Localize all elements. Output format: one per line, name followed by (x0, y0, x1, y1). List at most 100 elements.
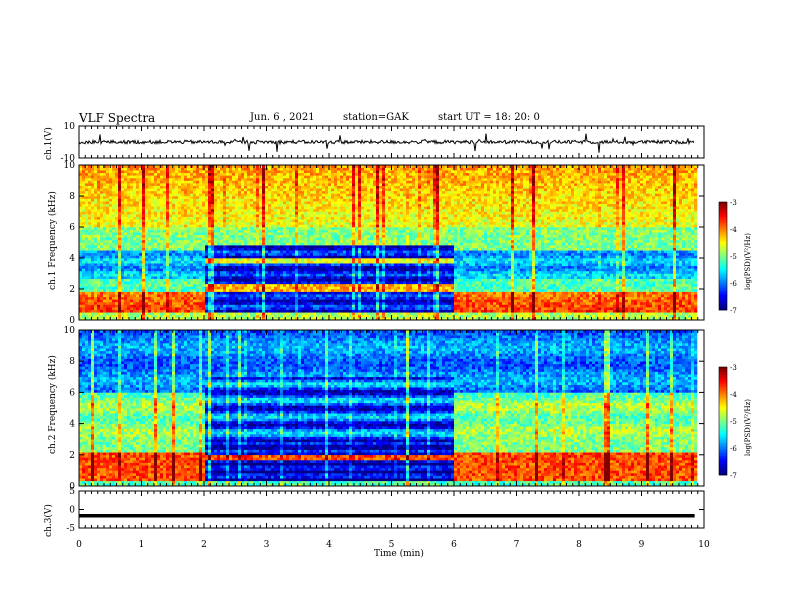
spectrogram-cell (235, 209, 238, 212)
spectrogram-cell (220, 312, 223, 315)
spectrogram-cell (208, 181, 211, 184)
spectrogram-cell (244, 224, 247, 227)
spectrogram-cell (121, 232, 124, 235)
spectrogram-cell (151, 243, 154, 246)
spectrogram-cell (235, 253, 238, 256)
spectrogram-cell (199, 183, 202, 186)
spectrogram-cell (91, 196, 94, 199)
spectrogram-cell (178, 212, 181, 215)
spectrogram-cell (115, 183, 118, 186)
spectrogram-cell (112, 305, 115, 308)
spectrogram-cell (157, 181, 160, 184)
spectrogram-cell (127, 209, 130, 212)
spectrogram-cell (94, 248, 97, 251)
spectrogram-cell (160, 201, 163, 204)
spectrogram-cell (232, 206, 235, 209)
spectrogram-cell (115, 170, 118, 173)
spectrogram-cell (175, 315, 178, 318)
spectrogram-cell (187, 204, 190, 207)
spectrogram-cell (229, 302, 232, 305)
spectrogram-cell (103, 227, 106, 230)
spectrogram-cell (190, 268, 193, 271)
spectrogram-cell (166, 214, 169, 217)
spectrogram-cell (226, 175, 229, 178)
spectrogram-cell (112, 268, 115, 271)
spectrogram-cell (241, 183, 244, 186)
spectrogram-cell (250, 284, 253, 287)
ch1-spectrogram-panel (79, 165, 704, 320)
spectrogram-cell (193, 235, 196, 238)
spectrogram-cell (166, 292, 169, 295)
spectrogram-cell (100, 255, 103, 258)
spectrogram-cell (214, 261, 217, 264)
spectrogram-cell (127, 279, 130, 282)
spectrogram-cell (121, 250, 124, 253)
spectrogram-cell (118, 191, 121, 194)
spectrogram-cell (142, 193, 145, 196)
spectrogram-cell (223, 289, 226, 292)
spectrogram-cell (106, 191, 109, 194)
spectrogram-cell (217, 289, 220, 292)
spectrogram-cell (112, 274, 115, 277)
spectrogram-column (208, 165, 211, 320)
spectrogram-cell (238, 299, 241, 302)
spectrogram-cell (244, 191, 247, 194)
spectrogram-cell (139, 261, 142, 264)
spectrogram-cell (85, 222, 88, 225)
spectrogram-cell (142, 271, 145, 274)
spectrogram-cell (142, 268, 145, 271)
spectrogram-cell (163, 237, 166, 240)
spectrogram-cell (172, 196, 175, 199)
spectrogram-cell (241, 219, 244, 222)
spectrogram-cell (259, 307, 262, 310)
spectrogram-cell (148, 255, 151, 258)
spectrogram-column (94, 165, 97, 320)
spectrogram-cell (241, 263, 244, 266)
spectrogram-cell (112, 227, 115, 230)
spectrogram-cell (85, 183, 88, 186)
spectrogram-cell (82, 217, 85, 220)
spectrogram-cell (106, 274, 109, 277)
spectrogram-cell (232, 294, 235, 297)
spectrogram-cell (157, 201, 160, 204)
spectrogram-cell (217, 224, 220, 227)
spectrogram-cell (169, 245, 172, 248)
spectrogram-column (226, 165, 229, 320)
spectrogram-cell (139, 263, 142, 266)
spectrogram-cell (202, 302, 205, 305)
spectrogram-cell (142, 206, 145, 209)
spectrogram-cell (118, 170, 121, 173)
spectrogram-cell (244, 312, 247, 315)
spectrogram-cell (187, 281, 190, 284)
spectrogram-cell (232, 222, 235, 225)
spectrogram-cell (103, 312, 106, 315)
spectrogram-cell (157, 250, 160, 253)
spectrogram-cell (118, 266, 121, 269)
spectrogram-cell (175, 186, 178, 189)
spectrogram-cell (256, 222, 259, 225)
spectrogram-cell (253, 276, 256, 279)
spectrogram-cell (202, 193, 205, 196)
spectrogram-cell (118, 286, 121, 289)
spectrogram-cell (214, 178, 217, 181)
spectrogram-cell (136, 294, 139, 297)
spectrogram-cell (256, 168, 259, 171)
spectrogram-cell (235, 168, 238, 171)
spectrogram-cell (187, 188, 190, 191)
spectrogram-cell (109, 255, 112, 258)
spectrogram-cell (118, 305, 121, 308)
spectrogram-cell (160, 196, 163, 199)
spectrogram-cell (88, 258, 91, 261)
spectrogram-cell (196, 237, 199, 240)
spectrogram-cell (124, 191, 127, 194)
spectrogram-cell (235, 250, 238, 253)
spectrogram-cell (133, 214, 136, 217)
spectrogram-cell (241, 191, 244, 194)
spectrogram-cell (175, 266, 178, 269)
spectrogram-cell (115, 204, 118, 207)
spectrogram-cell (142, 188, 145, 191)
spectrogram-cell (223, 178, 226, 181)
spectrogram-cell (142, 191, 145, 194)
spectrogram-cell (97, 175, 100, 178)
spectrogram-cell (259, 302, 262, 305)
